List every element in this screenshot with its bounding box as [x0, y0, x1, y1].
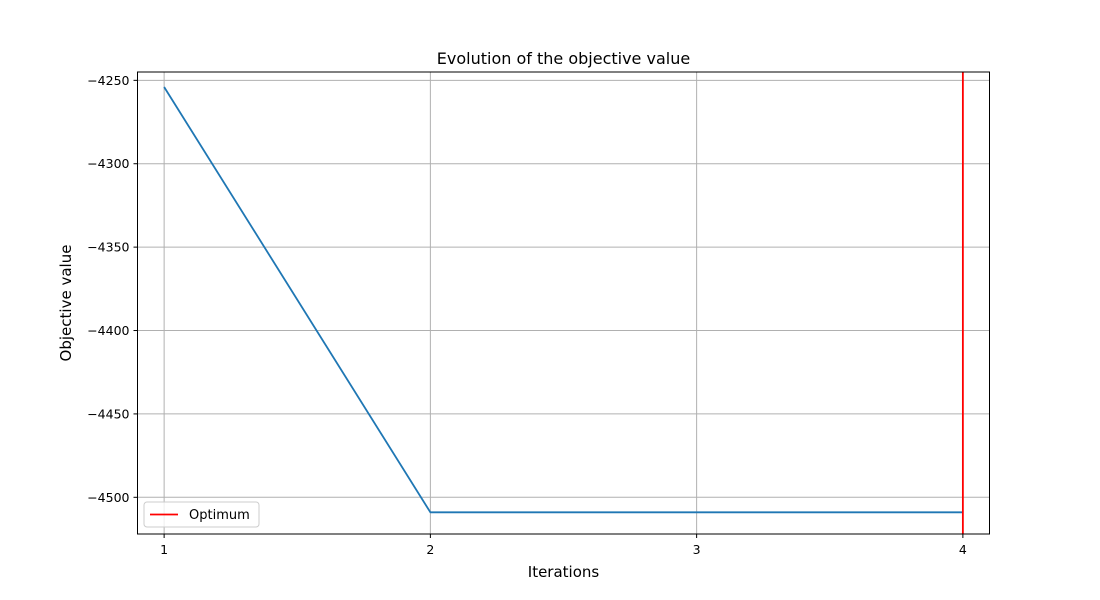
plot-frame	[137, 71, 990, 535]
chart-title: Evolution of the objective value	[437, 49, 690, 68]
x-tick-label: 3	[693, 542, 701, 557]
x-tick-label: 2	[426, 542, 434, 557]
y-tick-label: −4400	[87, 323, 129, 338]
y-tick-label: −4300	[87, 156, 129, 171]
grid	[137, 72, 990, 534]
legend: Optimum	[143, 501, 260, 528]
legend-label-optimum: Optimum	[189, 508, 250, 523]
y-tick-label: −4350	[87, 240, 129, 255]
y-ticks: −4500 −4450 −4400 −4350 −4300 −4250	[87, 73, 138, 505]
legend-box	[143, 501, 260, 528]
y-axis-label: Objective value	[57, 245, 75, 362]
series-line	[163, 86, 963, 514]
y-tick-label: −4250	[87, 73, 129, 88]
y-tick-label: −4450	[87, 406, 129, 421]
y-tick-label: −4500	[87, 490, 129, 505]
series-layer	[163, 72, 964, 534]
x-axis-label: Iterations	[528, 563, 600, 581]
x-ticks: 1 2 3 4	[160, 534, 967, 557]
x-tick-label: 1	[160, 542, 168, 557]
x-tick-label: 4	[959, 542, 967, 557]
